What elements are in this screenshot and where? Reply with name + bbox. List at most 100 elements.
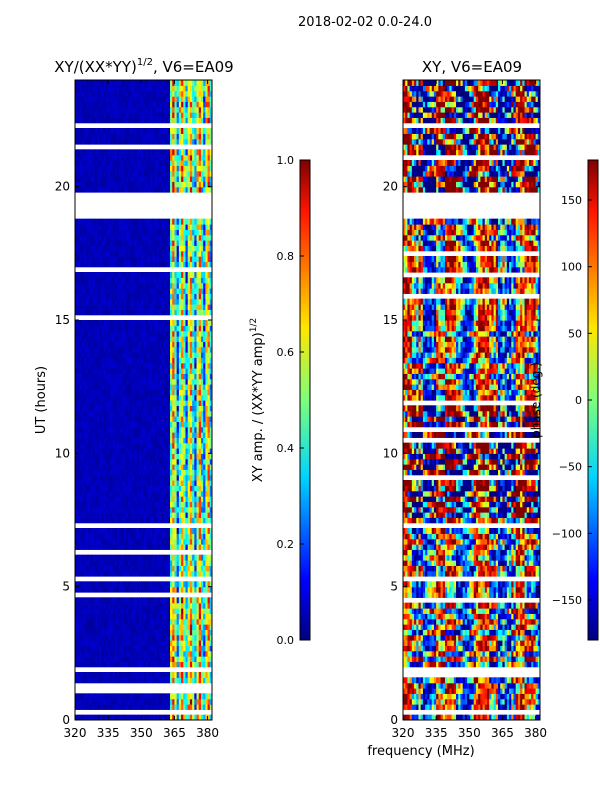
- amp-heat-cell: [105, 528, 109, 534]
- amp-heat-cell: [97, 234, 100, 241]
- amp-heat-cell: [207, 389, 211, 396]
- amp-heat-cell: [174, 240, 178, 246]
- amp-heat-cell: [143, 640, 147, 646]
- amp-heat-cell: [123, 645, 127, 652]
- amp-heat-cell: [121, 650, 125, 657]
- amp-heat-cell: [97, 624, 100, 630]
- amp-heat-cell: [92, 373, 96, 380]
- amp-heat-cell: [92, 432, 96, 438]
- amp-heat-cell: [114, 624, 118, 630]
- amp-heat-cell: [114, 602, 118, 609]
- amp-heat-cell: [174, 618, 178, 625]
- amp-heat-cell: [134, 432, 138, 438]
- amp-heat-cell: [145, 528, 149, 534]
- amp-heat-cell: [92, 416, 96, 422]
- amp-heat-cell: [156, 282, 160, 289]
- amp-heat-cell: [205, 618, 209, 625]
- amp-heat-cell: [94, 672, 98, 678]
- amp-heat-cell: [154, 346, 158, 353]
- amp-heat-cell: [192, 565, 195, 572]
- amp-heat-cell: [103, 256, 107, 262]
- amp-heat-cell: [178, 432, 182, 438]
- amp-heat-cell: [143, 453, 147, 460]
- amp-heat-cell: [189, 512, 193, 518]
- amp-heat-cell: [128, 448, 131, 454]
- amp-heat-cell: [128, 677, 131, 684]
- amp-heat-cell: [158, 661, 162, 668]
- amp-heat-cell: [170, 624, 173, 630]
- amp-heat-cell: [99, 565, 103, 572]
- amp-heat-cell: [121, 501, 125, 508]
- amp-heat-cell: [198, 677, 202, 684]
- amp-heat-cell: [79, 304, 83, 310]
- amp-heat-cell: [209, 554, 212, 561]
- amp-heat-cell: [110, 714, 114, 720]
- amp-heat-cell: [86, 352, 89, 358]
- amp-heat-cell: [123, 240, 127, 246]
- amp-heat-cell: [136, 698, 140, 705]
- amp-heat-cell: [185, 469, 189, 476]
- amp-heat-cell: [181, 320, 184, 326]
- amp-heat-cell: [163, 298, 167, 305]
- amp-heat-cell: [189, 416, 193, 422]
- amp-heat-cell: [170, 330, 173, 337]
- amp-heat-cell: [145, 490, 149, 497]
- amp-heat-cell: [150, 469, 153, 476]
- amp-heat-cell: [176, 282, 180, 289]
- amp-heat-cell: [79, 400, 83, 406]
- amp-heat-cell: [163, 581, 167, 588]
- amp-heat-cell: [105, 240, 109, 246]
- amp-heat-cell: [189, 517, 193, 524]
- amp-heat-cell: [116, 453, 120, 460]
- amp-heat-cell: [136, 330, 140, 337]
- amp-heat-cell: [156, 245, 160, 252]
- amp-heat-cell: [121, 442, 125, 449]
- amp-heat-cell: [141, 410, 145, 417]
- amp-heat-cell: [123, 581, 127, 588]
- amp-heat-cell: [181, 661, 184, 668]
- amp-heat-cell: [209, 442, 212, 449]
- amp-heat-cell: [141, 544, 145, 550]
- amp-heat-cell: [116, 474, 120, 481]
- amp-heat-cell: [110, 298, 114, 305]
- amp-heat-cell: [205, 352, 209, 358]
- amp-heat-cell: [170, 704, 173, 710]
- amp-heat-cell: [88, 485, 92, 492]
- amp-heat-cell: [132, 352, 136, 358]
- amp-heat-cell: [161, 448, 164, 454]
- amp-heat-cell: [77, 544, 81, 550]
- amp-heat-cell: [116, 645, 120, 652]
- amp-heat-cell: [108, 560, 111, 566]
- amp-heat-cell: [99, 672, 103, 678]
- amp-heat-cell: [187, 554, 191, 561]
- amp-heat-cell: [114, 517, 118, 524]
- amp-heat-cell: [170, 288, 173, 294]
- amp-heat-cell: [185, 597, 189, 604]
- amp-heat-cell: [86, 677, 89, 684]
- amp-heat-cell: [156, 352, 160, 358]
- amp-heat-cell: [97, 464, 100, 470]
- amp-heat-cell: [167, 426, 171, 433]
- amp-heat-cell: [167, 320, 171, 326]
- amp-heat-cell: [77, 512, 81, 518]
- amp-heat-cell: [158, 634, 162, 641]
- amp-heat-cell: [207, 373, 211, 380]
- amp-heat-cell: [125, 640, 129, 646]
- amp-heat-cell: [163, 250, 167, 257]
- amp-heat-cell: [105, 410, 109, 417]
- amp-heat-cell: [205, 368, 209, 374]
- amp-heat-cell: [136, 624, 140, 630]
- amp-heat-cell: [165, 368, 169, 374]
- amp-heat-cell: [158, 288, 162, 294]
- amp-heat-cell: [86, 309, 89, 316]
- amp-heat-cell: [183, 458, 187, 465]
- amp-heat-cell: [86, 634, 89, 641]
- amp-heat-cell: [128, 528, 131, 534]
- amp-heat-cell: [145, 282, 149, 289]
- amp-heat-cell: [119, 373, 123, 380]
- amp-heat-cell: [158, 469, 162, 476]
- amp-heat-cell: [150, 352, 153, 358]
- amp-heat-cell: [90, 378, 94, 385]
- amp-heat-cell: [189, 245, 193, 252]
- amp-heat-cell: [77, 442, 81, 449]
